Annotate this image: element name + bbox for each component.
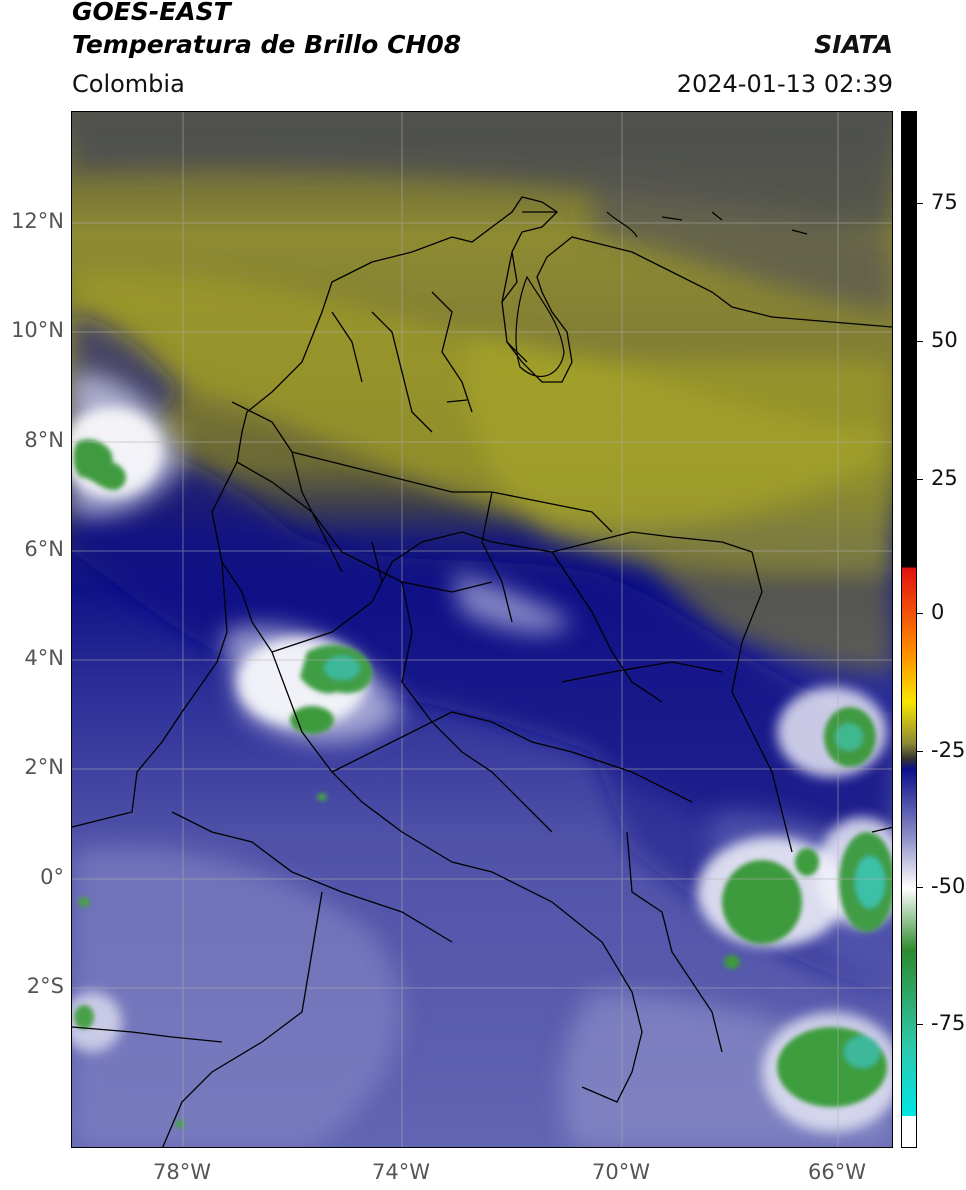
colorbar-tick-50	[917, 341, 923, 342]
colorbar-label-neg75: -75	[931, 1011, 966, 1035]
lon-label-78w: 78°W	[153, 1160, 211, 1184]
convective-cells	[73, 439, 892, 1128]
satellite-map[interactable]	[71, 111, 893, 1148]
lat-label-12n: 12°N	[11, 209, 64, 233]
dry-air-bands	[72, 112, 892, 672]
colorbar-tick-75	[917, 203, 923, 204]
lon-label-70w: 70°W	[592, 1160, 650, 1184]
colorbar-label-75: 75	[931, 190, 958, 214]
colorbar-label-neg50: -50	[931, 874, 966, 898]
lat-label-0: 0°	[40, 865, 64, 889]
colorbar-tick-0	[917, 613, 923, 614]
colorbar	[901, 111, 917, 1148]
lat-label-4n: 4°N	[24, 646, 64, 670]
lon-label-66w: 66°W	[808, 1160, 866, 1184]
graticule	[72, 112, 892, 1147]
brand-label: SIATA	[814, 30, 893, 59]
colorbar-label-0: 0	[931, 600, 945, 624]
colorbar-label-neg25: -25	[931, 738, 966, 762]
colorbar-tick-neg50	[917, 887, 923, 888]
colorbar-tick-neg25	[917, 751, 923, 752]
title-line-2: Temperatura de Brillo CH08	[72, 30, 462, 59]
lat-label-8n: 8°N	[24, 428, 64, 452]
lat-label-10n: 10°N	[11, 318, 64, 342]
colorbar-label-25: 25	[931, 466, 958, 490]
lon-label-74w: 74°W	[372, 1160, 430, 1184]
region-label: Colombia	[72, 70, 185, 98]
timestamp-label: 2024-01-13 02:39	[676, 70, 893, 98]
lat-label-2n: 2°N	[24, 755, 64, 779]
colorbar-tick-neg75	[917, 1024, 923, 1025]
colorbar-label-50: 50	[931, 328, 958, 352]
lat-label-6n: 6°N	[24, 537, 64, 561]
colorbar-tick-25	[917, 479, 923, 480]
lat-label-2s: 2°S	[26, 974, 64, 998]
map-canvas	[72, 112, 892, 1147]
coast-islands	[446, 211, 808, 403]
title-line-1: GOES-EAST	[72, 0, 231, 26]
